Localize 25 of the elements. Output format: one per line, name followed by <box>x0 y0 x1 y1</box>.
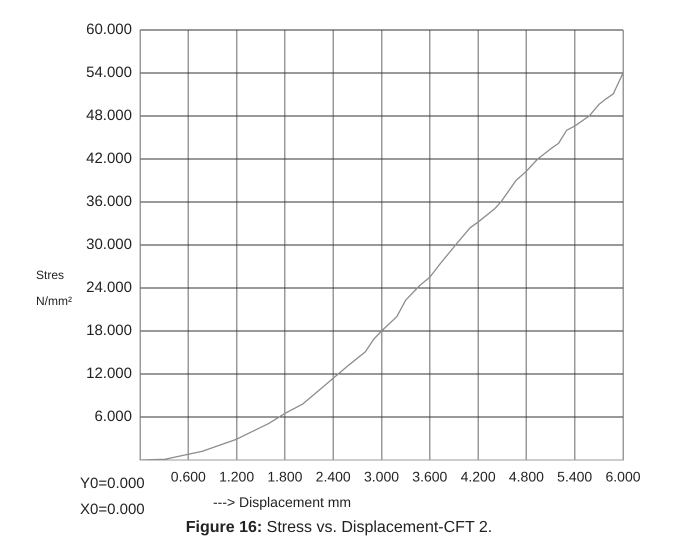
y-tick-label: 60.000 <box>86 21 132 38</box>
text: Y0=0.000 <box>80 475 145 492</box>
y-axis-title: Stres N/mm² <box>36 268 72 308</box>
y-tick-label: 42.000 <box>86 150 132 168</box>
x-tick-label: 4.200 <box>460 468 496 484</box>
y-tick-label: 24.000 <box>86 279 132 296</box>
x-tick-label: 3.600 <box>412 468 448 484</box>
x-tick-label: 3.000 <box>364 468 400 484</box>
y-tick-label: 12.000 <box>86 365 132 382</box>
y-tick-label: 48.000 <box>86 107 132 124</box>
x-tick-label: 5.400 <box>557 468 592 484</box>
x-tick-label: 2.400 <box>316 468 351 484</box>
text: Figure 16: Stress vs. Displacement-CFT 2. <box>184 519 494 537</box>
x-tick-label: 6.000 <box>605 468 641 484</box>
y-tick-label: 6.000 <box>94 408 132 426</box>
text: X0=0.000 <box>80 501 145 518</box>
x-tick-label: 4.800 <box>508 468 544 484</box>
x-axis-title: ---> Displacement mm <box>213 494 352 510</box>
y-tick-label: 30.000 <box>86 236 132 254</box>
y-tick-label: 36.000 <box>86 193 132 210</box>
x-tick-label: 1.200 <box>219 468 254 484</box>
y-tick-label: 54.000 <box>86 64 132 82</box>
y-tick-label: 18.000 <box>86 322 132 340</box>
x-tick-label: 0.600 <box>170 468 206 484</box>
x-tick-label: 1.800 <box>267 468 303 484</box>
